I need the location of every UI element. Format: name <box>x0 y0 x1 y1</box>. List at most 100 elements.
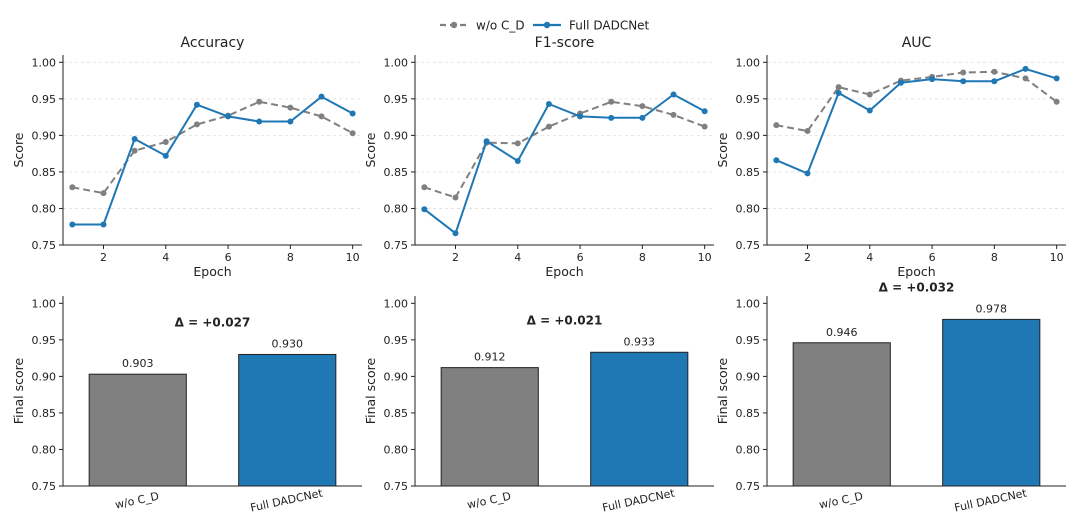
y-tick-label: 1.00 <box>736 56 761 69</box>
y-axis-label: Score <box>363 132 378 167</box>
y-tick-label: 0.80 <box>736 443 761 456</box>
data-point <box>287 118 294 125</box>
data-point <box>1053 98 1060 105</box>
data-point <box>897 79 904 86</box>
legend-label-1: w/o C_D <box>476 19 525 33</box>
delta-annotation: Δ = +0.021 <box>527 313 603 327</box>
chart-title: Accuracy <box>181 35 245 51</box>
data-point <box>804 128 811 134</box>
x-tick-label: Full DADCNet <box>953 486 1028 514</box>
data-point <box>960 69 967 76</box>
bar-value-label: 0.903 <box>122 357 154 370</box>
series-line-wo-cd <box>423 100 706 199</box>
y-tick-label: 0.75 <box>384 480 409 493</box>
data-point <box>773 122 780 129</box>
x-tick-label: 4 <box>514 251 521 264</box>
x-tick-label: Full DADCNet <box>249 486 324 514</box>
x-tick-label: 2 <box>452 251 459 264</box>
x-tick-label: 4 <box>866 251 873 264</box>
x-tick-label: 2 <box>100 251 107 264</box>
data-point <box>287 104 294 111</box>
data-point <box>256 98 263 105</box>
y-tick-label: 0.75 <box>384 239 409 252</box>
data-point <box>349 110 356 117</box>
y-tick-label: 0.90 <box>384 129 409 142</box>
bar-value-label: 0.933 <box>624 335 656 348</box>
bar-value-label: 0.946 <box>826 326 858 339</box>
x-tick-label: 2 <box>804 251 811 264</box>
data-point <box>701 108 708 115</box>
series-line-wo-cd <box>72 100 354 195</box>
data-point <box>835 84 842 91</box>
x-tick-label: w/o C_D <box>114 490 160 512</box>
y-tick-label: 0.95 <box>32 334 57 347</box>
data-point <box>318 113 325 120</box>
y-tick-label: 0.90 <box>384 370 409 383</box>
y-tick-label: 0.90 <box>736 370 761 383</box>
y-tick-label: 1.00 <box>32 297 57 310</box>
y-tick-label: 0.85 <box>384 166 409 179</box>
data-point <box>452 194 459 201</box>
bar-wo-cd <box>88 373 187 487</box>
series-line-full-dadcnet <box>72 95 354 226</box>
y-tick-label: 0.95 <box>736 334 761 347</box>
legend-label-2: Full DADCNet <box>569 19 650 33</box>
data-point <box>835 90 842 96</box>
bar-value-label: 0.912 <box>474 351 506 364</box>
panels: 0.75 0.80 0.85 0.90 0.95 1.00 Score 2 4 6 8 10 Accur… <box>11 35 1066 515</box>
data-point <box>577 113 584 120</box>
data-point <box>162 152 169 159</box>
y-tick-label: 0.85 <box>32 407 57 420</box>
x-tick-label: 8 <box>287 251 294 264</box>
data-point <box>193 101 200 108</box>
y-tick-label: 0.75 <box>32 239 57 252</box>
y-tick-label: 0.95 <box>736 93 761 106</box>
data-point <box>991 68 998 75</box>
line-chart-auc: 0.75 0.80 0.85 0.90 0.95 1.00 Score 2 4 6 8 10 AUC Ep… <box>715 35 1066 279</box>
chart-title: F1-score <box>535 35 595 51</box>
data-point <box>100 221 107 228</box>
data-point <box>991 78 998 85</box>
y-tick-label: 0.95 <box>384 93 409 106</box>
y-tick-label: 0.80 <box>32 443 57 456</box>
x-tick-label: 10 <box>346 251 360 264</box>
y-tick-label: 0.80 <box>384 443 409 456</box>
data-point <box>701 123 708 130</box>
y-tick-label: 0.75 <box>736 239 761 252</box>
y-tick-label: 0.95 <box>32 93 57 106</box>
data-point <box>773 157 780 164</box>
data-point <box>225 113 232 120</box>
delta-annotation: Δ = +0.032 <box>879 280 955 294</box>
y-tick-label: 1.00 <box>384 297 409 310</box>
x-axis-label: Epoch <box>545 264 583 279</box>
data-point <box>866 107 873 114</box>
legend: w/o C_D Full DADCNet <box>440 19 650 33</box>
data-point <box>483 138 490 145</box>
x-tick-label: 6 <box>929 251 936 264</box>
bar-wo-cd <box>440 367 539 487</box>
y-tick-label: 0.95 <box>384 334 409 347</box>
x-tick-label: 6 <box>577 251 584 264</box>
data-point <box>131 147 138 154</box>
data-point <box>608 98 615 105</box>
data-point <box>545 100 552 107</box>
bar-value-label: 0.930 <box>272 337 304 350</box>
data-point <box>69 184 76 191</box>
data-point <box>608 114 615 121</box>
y-axis-label: Final score <box>11 358 26 425</box>
data-point <box>318 93 325 100</box>
x-axis-label: Epoch <box>193 264 231 279</box>
bar-full-dadcnet <box>590 351 689 487</box>
y-tick-label: 0.90 <box>32 129 57 142</box>
data-point <box>670 91 677 98</box>
data-point <box>514 140 521 147</box>
y-tick-label: 1.00 <box>32 56 57 69</box>
data-point <box>960 78 967 85</box>
data-point <box>421 184 428 191</box>
y-tick-label: 0.80 <box>384 202 409 215</box>
y-tick-label: 0.85 <box>736 166 761 179</box>
y-tick-label: 0.75 <box>32 480 57 493</box>
bar-full-dadcnet <box>942 318 1041 487</box>
x-tick-label: Full DADCNet <box>601 486 676 514</box>
